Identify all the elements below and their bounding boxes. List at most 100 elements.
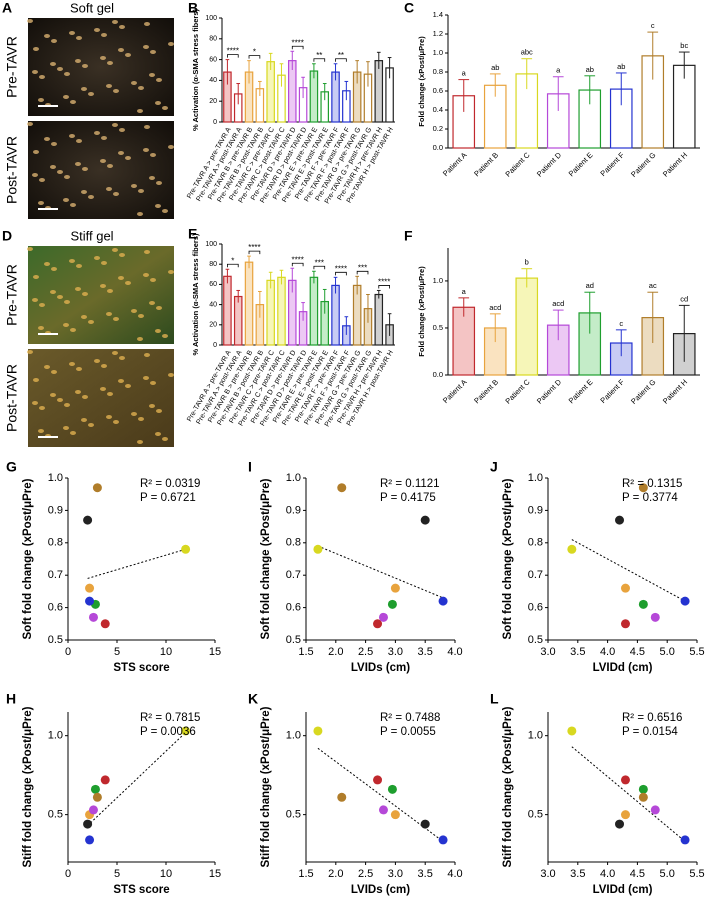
cell [50,290,56,294]
significance-bracket [227,263,239,268]
point [88,805,98,815]
x-tick-label: Patient D [535,150,564,179]
cell [39,406,45,410]
cell [144,125,150,129]
y-tick-label: 40 [209,77,217,84]
cell [76,36,82,40]
cell [76,264,82,268]
cell [137,337,143,341]
cell [88,320,94,324]
cell [82,292,88,296]
cell [44,365,50,369]
micrograph [28,18,174,116]
x-tick-label: 10 [160,868,172,880]
point [373,619,383,629]
panel-letter: E [188,226,197,242]
y-tick-label: 1.2 [433,29,443,38]
point [638,784,648,794]
y-tick-label: 0.9 [286,504,301,516]
x-tick-label: Patient B [472,150,500,178]
significance-bracket [291,45,304,50]
x-axis-label: LVIDd (cm) [593,662,653,674]
bar [374,293,384,346]
cell [106,187,112,191]
y-tick-label: 0.6 [433,86,443,95]
cell [101,136,107,140]
cell [168,145,174,149]
cell [70,328,76,332]
y-axis-label: Fold change (xPost/μPre) [417,266,426,357]
annotation: P = 0.0055 [380,726,436,738]
trendline [87,548,186,579]
cell [63,95,69,99]
x-axis-label: LVIDs (cm) [351,662,410,674]
group-letter: bc [680,41,688,50]
point [615,819,625,829]
row-label: Pre-TAVR [4,264,20,326]
point [100,775,110,785]
cell [113,89,119,93]
cell [75,59,81,63]
cell [32,173,38,177]
point [85,835,95,845]
point [638,792,648,802]
significance-bracket [227,54,239,58]
cell [107,164,113,168]
x-tick-label: Patient E [567,377,595,405]
cell [63,426,69,430]
cell [39,75,45,79]
cell [106,415,112,419]
x-tick-label: 2.0 [328,868,343,880]
cell [75,287,81,291]
x-tick-label: 15 [209,868,221,880]
y-tick-label: 0.5 [48,634,63,646]
group-letter: a [556,66,561,75]
significance-label: ** [338,51,344,60]
cell [69,134,75,138]
cell [32,298,38,302]
y-axis-label: Fold change (xPost/μPre) [417,36,426,127]
group-letter: ab [491,63,499,72]
cell [118,379,124,383]
annotation: R² = 0.7815 [140,712,200,724]
trendline [571,539,686,602]
point [650,805,660,815]
y-tick-label: 1.0 [48,472,63,484]
cell [118,151,124,155]
bar [374,60,384,123]
y-tick-label: 0.5 [528,634,543,646]
x-tick-label: Patient D [535,377,564,406]
row-label: Pre-TAVR [4,36,20,98]
y-tick-label: 100 [205,15,217,22]
cell [33,378,39,382]
cell [38,201,44,205]
point [390,810,400,820]
bar [277,276,286,346]
significance-bracket [356,270,369,275]
panel-letter: F [404,228,413,244]
cell [118,48,124,52]
cell [33,275,39,279]
cell [38,326,44,330]
panel-letter: G [6,459,17,475]
y-axis-label: % Activation (α-SMA stress fibers) [191,9,200,131]
cell [82,395,88,399]
point [85,596,95,606]
cell [44,262,50,266]
panel-letter: A [2,0,12,16]
y-tick-label: 0.5 [48,809,63,821]
group-letter: ac [649,281,657,290]
x-axis-label: STS score [113,884,169,896]
cell [27,247,33,251]
x-tick-label: Patient F [598,150,626,178]
cell [131,184,137,188]
point [92,792,102,802]
point [387,784,397,794]
panel-letter: L [490,691,499,707]
significance-label: ** [316,51,322,60]
point [420,515,430,525]
x-tick-label: 10 [160,646,172,658]
y-tick-label: 60 [209,56,217,63]
cell [64,72,70,76]
cell [70,100,76,104]
